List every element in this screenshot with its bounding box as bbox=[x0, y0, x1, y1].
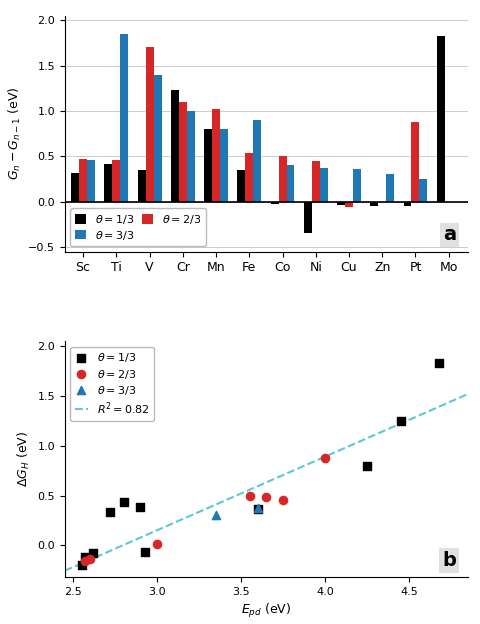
Bar bbox=[420, 179, 428, 202]
Bar bbox=[253, 120, 261, 202]
Bar bbox=[245, 153, 253, 202]
Bar bbox=[154, 75, 162, 202]
Bar bbox=[237, 170, 245, 202]
Bar bbox=[437, 36, 445, 202]
Bar bbox=[212, 109, 220, 202]
$\theta = 1/3$ bbox=[254, 505, 262, 515]
$\theta = 1/3$ bbox=[363, 461, 371, 470]
$\theta = 3/3$ bbox=[254, 502, 262, 512]
Bar bbox=[404, 202, 411, 206]
$\theta = 2/3$ bbox=[86, 554, 94, 564]
$\theta = 2/3$ bbox=[154, 539, 161, 549]
Text: b: b bbox=[442, 551, 456, 570]
Bar bbox=[278, 156, 287, 202]
$\theta = 1/3$ bbox=[436, 358, 444, 368]
Bar bbox=[287, 165, 295, 202]
Bar bbox=[220, 129, 228, 202]
Bar bbox=[79, 159, 87, 202]
Bar bbox=[204, 129, 212, 202]
Bar bbox=[370, 202, 378, 206]
Legend: $\theta = 1/3$, $\theta = 2/3$, $\theta = 3/3$, $R^2 = 0.82$: $\theta = 1/3$, $\theta = 2/3$, $\theta … bbox=[71, 347, 154, 421]
Bar bbox=[145, 47, 154, 202]
$\theta = 1/3$ bbox=[120, 497, 128, 507]
Bar bbox=[120, 34, 128, 202]
Bar bbox=[337, 202, 345, 205]
Bar bbox=[386, 173, 394, 202]
Y-axis label: $G_n - G_{n-1}$ (eV): $G_n - G_{n-1}$ (eV) bbox=[6, 87, 23, 180]
Bar bbox=[271, 202, 278, 205]
$\theta = 1/3$ bbox=[142, 547, 149, 557]
X-axis label: $E_{pd}$ (eV): $E_{pd}$ (eV) bbox=[241, 603, 291, 620]
Bar bbox=[138, 170, 145, 202]
Bar bbox=[112, 160, 120, 202]
Text: a: a bbox=[443, 225, 456, 245]
$\theta = 2/3$ bbox=[279, 495, 287, 505]
Bar bbox=[312, 161, 320, 202]
$\theta = 1/3$ bbox=[397, 416, 405, 426]
$\theta = 1/3$ bbox=[107, 507, 114, 517]
$\theta = 2/3$ bbox=[263, 492, 270, 502]
Bar bbox=[187, 111, 195, 202]
$\theta = 2/3$ bbox=[246, 490, 253, 500]
$\theta = 2/3$ bbox=[81, 556, 89, 566]
Bar bbox=[171, 90, 179, 202]
Bar bbox=[104, 165, 112, 202]
Legend: $\theta = 1/3$, $\theta = 3/3$, $\theta = 2/3$: $\theta = 1/3$, $\theta = 3/3$, $\theta … bbox=[71, 208, 206, 246]
$\theta = 2/3$ bbox=[322, 453, 329, 463]
Bar bbox=[411, 122, 420, 202]
Bar bbox=[179, 102, 187, 202]
Bar bbox=[71, 173, 79, 202]
Bar bbox=[320, 168, 328, 202]
Bar bbox=[345, 202, 353, 207]
$\theta = 1/3$ bbox=[90, 548, 97, 558]
Bar bbox=[87, 160, 95, 202]
$\theta = 1/3$ bbox=[81, 552, 89, 562]
Bar bbox=[304, 202, 312, 233]
Y-axis label: $\Delta G_H$ (eV): $\Delta G_H$ (eV) bbox=[16, 431, 32, 487]
Bar bbox=[353, 169, 361, 202]
$\theta = 1/3$ bbox=[78, 560, 85, 570]
$\theta = 1/3$ bbox=[137, 502, 144, 512]
$\theta = 3/3$ bbox=[212, 510, 220, 520]
